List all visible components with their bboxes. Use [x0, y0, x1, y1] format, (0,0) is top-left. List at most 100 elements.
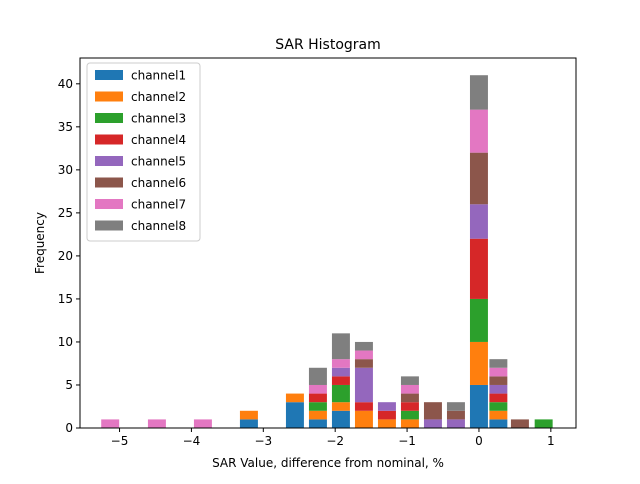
chart-title: SAR Histogram	[275, 37, 381, 53]
bar-channel4-10	[331, 376, 350, 385]
bar-channel1-9	[308, 419, 327, 428]
bar-channel7-17	[489, 367, 508, 377]
y-tick-label: 20	[58, 249, 73, 263]
plot-frame	[79, 57, 577, 429]
bar-channel6-14	[423, 402, 442, 420]
bar-channel8-9	[308, 367, 327, 385]
y-tick-label: 25	[58, 206, 73, 220]
bar-channel6-17	[489, 376, 508, 385]
bar-channel8-10	[331, 333, 350, 360]
y-tick-label: 40	[58, 77, 73, 91]
bar-channel7-9	[308, 384, 327, 394]
bar-channel3-16	[469, 298, 488, 342]
bar-channel1-8	[285, 402, 304, 428]
legend-label-channel1: channel1	[131, 69, 186, 83]
bar-channel2-12	[377, 419, 396, 428]
bar-channel5-17	[489, 384, 508, 394]
bar-channel1-6	[239, 419, 258, 428]
x-axis-ticks: −5 −4 −3 −2 −1 0 1	[111, 428, 555, 448]
bar-channel2-8	[285, 393, 304, 403]
bar-channel4-17	[489, 393, 508, 403]
bar-channel7-11	[354, 350, 373, 360]
bar-channel4-9	[308, 393, 327, 403]
bar-channel5-12	[377, 402, 396, 411]
bar-channel5-10	[331, 367, 350, 377]
x-tick-label: −2	[326, 434, 344, 448]
legend-swatch-channel6	[95, 177, 123, 188]
bar-channel5-11	[354, 367, 373, 403]
bar-channel7-0	[101, 419, 120, 428]
y-axis-ticks: 0 5 10 15 20 25 30 35 40	[58, 77, 80, 435]
bar-channel8-11	[354, 341, 373, 351]
legend-swatch-channel1	[95, 70, 123, 80]
bar-channel2-6	[239, 410, 258, 420]
bar-channel5-15	[446, 419, 465, 428]
bar-channel4-13	[400, 402, 419, 411]
legend-label-channel6: channel6	[131, 176, 186, 190]
bar-channel1-10	[331, 410, 350, 428]
bar-channel5-16	[469, 204, 488, 239]
y-tick-label: 5	[65, 378, 73, 392]
legend-swatch-channel8	[95, 220, 123, 231]
bar-channel7-4	[193, 419, 212, 428]
x-tick-label: −1	[398, 434, 416, 448]
x-tick-label: 1	[547, 434, 555, 448]
legend: channel1 channel2 channel3 channel4 channel5…	[86, 62, 201, 242]
bar-channel3-19	[534, 419, 553, 428]
bar-channel6-13	[400, 393, 419, 403]
bar-channel2-9	[308, 410, 327, 420]
bar-channel3-10	[331, 384, 350, 403]
bar-channel5-14	[423, 419, 442, 428]
bar-channel7-2	[147, 419, 166, 428]
bar-channel3-17	[489, 402, 508, 411]
bar-channel4-16	[469, 238, 488, 299]
bar-channel2-16	[469, 341, 488, 385]
bar-channel3-13	[400, 410, 419, 420]
legend-label-channel5: channel5	[131, 155, 186, 169]
bar-channel4-11	[354, 402, 373, 411]
y-axis-label: Frequency	[33, 212, 47, 274]
bar-channel2-13	[400, 419, 419, 428]
bar-channel8-15	[446, 402, 465, 411]
bar-channel1-17	[489, 419, 508, 428]
bar-channel8-13	[400, 376, 419, 385]
y-tick-label: 0	[65, 421, 73, 435]
bar-channel2-10	[331, 402, 350, 411]
x-tick-label: −5	[111, 434, 129, 448]
bar-channel2-17	[489, 410, 508, 420]
legend-swatch-channel7	[95, 199, 123, 209]
legend-swatch-channel2	[95, 91, 123, 102]
legend-swatch-channel3	[95, 113, 123, 123]
y-tick-label: 15	[58, 292, 73, 306]
legend-swatch-channel5	[95, 156, 123, 166]
bar-channel3-9	[308, 402, 327, 411]
bar-channel1-16	[469, 384, 488, 428]
legend-frame	[86, 62, 201, 242]
x-tick-label: −3	[254, 434, 272, 448]
x-tick-label: −4	[183, 434, 201, 448]
bar-channel6-16	[469, 152, 488, 205]
bar-channel6-18	[510, 419, 529, 428]
legend-label-channel8: channel8	[131, 219, 186, 233]
legend-label-channel3: channel3	[131, 112, 186, 126]
legend-label-channel4: channel4	[131, 133, 186, 147]
y-tick-label: 35	[58, 120, 73, 134]
x-tick-label: 0	[475, 434, 483, 448]
bar-channel7-13	[400, 384, 419, 394]
x-axis-label: SAR Value, difference from nominal, %	[212, 456, 444, 470]
bar-channel2-11	[354, 410, 373, 428]
bar-channel6-15	[446, 410, 465, 420]
y-tick-label: 10	[58, 335, 73, 349]
y-tick-label: 30	[58, 163, 73, 177]
legend-label-channel2: channel2	[131, 90, 186, 104]
legend-swatch-channel4	[95, 134, 123, 145]
bar-channel6-11	[354, 359, 373, 368]
bar-channel7-16	[469, 109, 488, 153]
bars-layer	[101, 75, 553, 428]
bar-channel8-17	[489, 359, 508, 368]
bar-channel7-10	[331, 359, 350, 368]
bar-channel8-16	[469, 75, 488, 110]
bar-channel4-12	[377, 410, 396, 420]
